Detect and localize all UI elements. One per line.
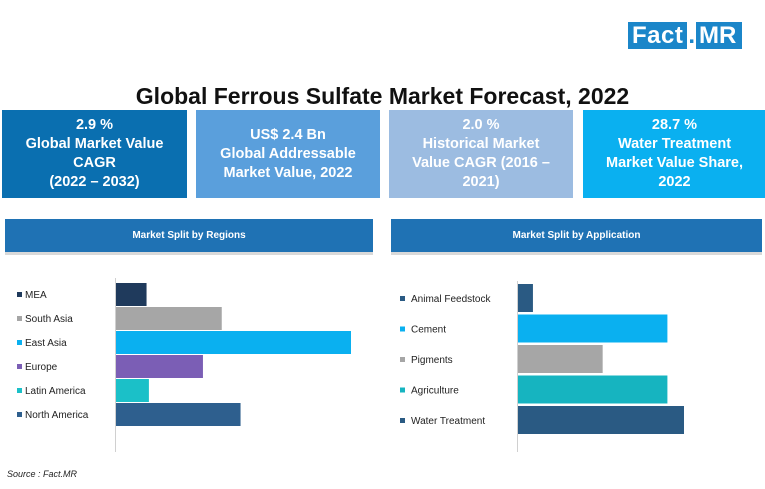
logo-fact-text: Fact: [628, 22, 688, 49]
category-label: MEA: [25, 290, 47, 301]
stat-line: 2022: [658, 174, 691, 190]
legend-swatch: [400, 418, 405, 423]
category-label: Animal Feedstock: [411, 294, 491, 305]
legend-swatch: [17, 292, 22, 297]
category-label: Cement: [411, 325, 446, 336]
stat-box-market-cagr: 2.9 % Global Market Value CAGR (2022 – 2…: [2, 110, 187, 198]
source-note: Source : Fact.MR: [7, 469, 78, 479]
category-label: South Asia: [25, 314, 73, 325]
stat-line: Value CAGR (2016 –: [412, 155, 550, 171]
stat-line: 2021): [462, 174, 500, 190]
stat-line: 2.9 %: [75, 117, 114, 133]
stat-line: Global Market Value: [25, 136, 164, 152]
category-label: Europe: [25, 362, 58, 373]
bar: [116, 331, 351, 354]
bar: [518, 314, 668, 343]
bar: [116, 379, 149, 402]
legend-swatch: [17, 316, 22, 321]
stat-line: 28.7 %: [651, 117, 698, 133]
legend-swatch: [17, 364, 22, 369]
stat-line: CAGR: [73, 155, 116, 171]
page-title: Global Ferrous Sulfate Market Forecast, …: [135, 83, 630, 109]
bar: [518, 375, 668, 404]
logo-mr-text: MR: [696, 22, 743, 49]
stat-line: Market Value Share,: [605, 155, 743, 171]
bar: [518, 345, 603, 373]
stat-line: Historical Market: [422, 136, 540, 152]
stat-line: Market Value, 2022: [223, 164, 353, 181]
bar: [116, 307, 222, 330]
stat-box-addressable-value: US$ 2.4 Bn Global Addressable Market Val…: [196, 110, 380, 198]
legend-swatch: [17, 388, 22, 393]
regions-chart-header: Market Split by Regions: [5, 219, 373, 255]
bar: [518, 284, 533, 312]
application-chart-header: Market Split by Application: [391, 219, 762, 255]
stat-line: 2.0 %: [462, 117, 500, 133]
category-label: Pigments: [411, 355, 453, 366]
legend-swatch: [400, 357, 405, 362]
legend-swatch: [400, 296, 405, 301]
stat-line: US$ 2.4 Bn: [250, 126, 326, 143]
legend-swatch: [400, 326, 405, 332]
bar: [518, 406, 684, 434]
category-label: Latin America: [25, 386, 86, 397]
legend-swatch: [17, 340, 22, 345]
bar: [116, 283, 147, 306]
fact-mr-logo: Fact . MR: [628, 22, 743, 49]
bar: [116, 355, 203, 378]
category-label: East Asia: [25, 338, 67, 349]
category-label: Agriculture: [411, 386, 459, 397]
stat-line: (2022 – 2032): [49, 174, 140, 190]
stat-line: Water Treatment: [617, 136, 732, 152]
bar: [116, 403, 241, 426]
logo-dot-text: .: [687, 22, 697, 49]
legend-swatch: [400, 387, 405, 393]
category-label: North America: [25, 410, 89, 421]
category-label: Water Treatment: [411, 416, 485, 427]
legend-swatch: [17, 412, 22, 417]
stat-box-water-treatment-share: 28.7 % Water Treatment Market Value Shar…: [583, 110, 765, 198]
stat-box-historical-cagr: 2.0 % Historical Market Value CAGR (2016…: [389, 110, 573, 198]
stat-line: Global Addressable: [220, 145, 356, 162]
